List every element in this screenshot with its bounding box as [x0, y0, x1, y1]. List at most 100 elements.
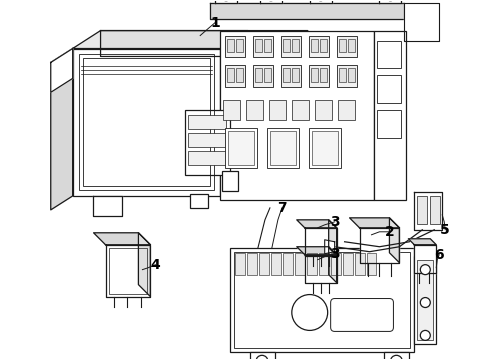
Polygon shape [297, 247, 337, 255]
Bar [309, 36, 329, 58]
Bar [247, 253, 257, 275]
Bar [83, 58, 210, 186]
Bar [246, 100, 263, 120]
Bar [430, 196, 440, 224]
Polygon shape [73, 31, 248, 49]
Bar [267, 128, 299, 168]
Bar [339, 68, 345, 82]
Bar [223, 100, 240, 120]
Bar [292, 39, 299, 53]
Polygon shape [305, 255, 337, 283]
Circle shape [292, 294, 328, 330]
Bar [225, 36, 245, 58]
Polygon shape [105, 245, 150, 297]
Bar [78, 54, 214, 190]
Bar [331, 253, 341, 275]
Bar [188, 151, 226, 165]
Polygon shape [138, 233, 150, 297]
Circle shape [386, 0, 395, 1]
Bar [188, 133, 226, 147]
Bar [190, 194, 208, 208]
Bar [347, 39, 355, 53]
Bar [295, 253, 305, 275]
Bar [228, 131, 254, 165]
Polygon shape [210, 3, 404, 19]
Bar [385, 352, 409, 360]
Bar [220, 31, 374, 200]
Text: 3: 3 [330, 247, 340, 261]
Circle shape [420, 298, 430, 307]
Bar [417, 196, 427, 224]
Polygon shape [51, 49, 73, 92]
Polygon shape [329, 247, 337, 283]
Polygon shape [94, 233, 150, 245]
Bar [225, 128, 257, 168]
Bar [73, 49, 220, 196]
Bar [374, 31, 406, 200]
Bar [377, 75, 401, 103]
Bar [415, 256, 436, 345]
Bar [230, 248, 415, 352]
Bar [281, 36, 301, 58]
Polygon shape [260, 0, 282, 3]
Text: 3: 3 [330, 215, 340, 229]
Circle shape [391, 355, 402, 360]
Bar [185, 110, 230, 175]
Bar [264, 68, 271, 82]
Bar [236, 68, 243, 82]
Bar [319, 68, 327, 82]
Bar [338, 100, 355, 120]
Polygon shape [93, 196, 122, 216]
Bar [222, 171, 238, 191]
Bar [347, 68, 355, 82]
Bar [269, 100, 286, 120]
Polygon shape [390, 218, 399, 263]
Bar [250, 352, 275, 360]
Polygon shape [404, 3, 439, 41]
Text: 6: 6 [435, 248, 444, 262]
Bar [283, 68, 290, 82]
Polygon shape [415, 245, 436, 273]
Bar [227, 68, 234, 82]
Circle shape [420, 330, 430, 340]
Polygon shape [415, 192, 442, 230]
Polygon shape [305, 228, 337, 256]
Text: 2: 2 [385, 225, 394, 239]
Bar [311, 68, 318, 82]
Bar [311, 39, 318, 53]
Bar [292, 100, 309, 120]
Polygon shape [325, 240, 335, 254]
Bar [315, 100, 332, 120]
Bar [188, 115, 226, 129]
Bar [259, 253, 269, 275]
Circle shape [316, 0, 326, 1]
Polygon shape [408, 239, 436, 245]
Bar [281, 66, 301, 87]
Bar [271, 253, 281, 275]
Bar [292, 68, 299, 82]
Bar [235, 253, 245, 275]
Polygon shape [100, 31, 308, 57]
Bar [283, 39, 290, 53]
Text: 5: 5 [441, 223, 450, 237]
Bar [255, 68, 262, 82]
Bar [417, 260, 433, 340]
Polygon shape [215, 0, 237, 3]
Bar [236, 39, 243, 53]
Bar [227, 39, 234, 53]
Bar [255, 39, 262, 53]
Bar [108, 248, 147, 293]
Circle shape [266, 0, 276, 1]
Bar [283, 253, 293, 275]
Bar [225, 66, 245, 87]
Bar [318, 253, 329, 275]
Circle shape [420, 265, 430, 275]
Bar [337, 36, 357, 58]
Bar [270, 131, 296, 165]
Text: 1: 1 [210, 15, 220, 30]
Polygon shape [297, 220, 337, 228]
Bar [307, 253, 317, 275]
Circle shape [256, 355, 268, 360]
Bar [312, 131, 338, 165]
Bar [343, 253, 353, 275]
